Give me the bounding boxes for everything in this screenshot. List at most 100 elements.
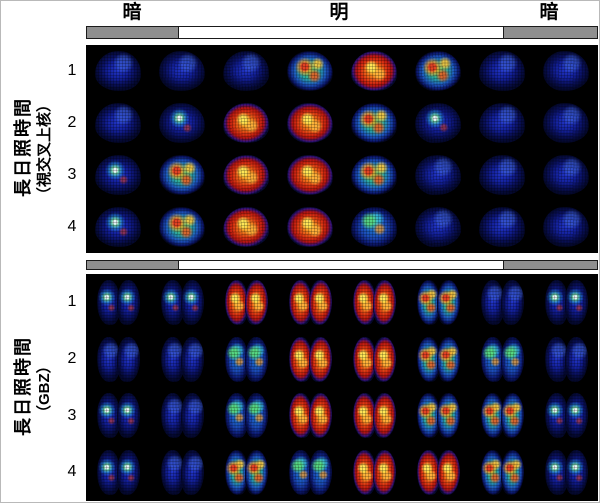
brain-slice-image	[406, 449, 470, 496]
brain-slice-blob	[286, 50, 334, 92]
brain-slice-image	[342, 279, 406, 326]
brain-lobe-right	[179, 449, 205, 496]
brain-slice-blob	[158, 154, 206, 196]
y-axis-sublabel-gbz: （GBZ）	[36, 358, 53, 420]
brain-lobe-right	[435, 392, 461, 439]
brain-slice-image	[214, 205, 278, 249]
brain-slice-blob	[413, 205, 463, 249]
brain-slice-image	[150, 392, 214, 439]
brain-slice-image	[470, 207, 534, 247]
brain-slice-image	[406, 153, 470, 197]
brain-slice-blob	[479, 155, 525, 195]
dark-segment	[502, 261, 597, 269]
brain-slice-blob	[158, 50, 206, 92]
slice-row	[86, 274, 598, 331]
brain-slice-blob	[413, 101, 463, 145]
slice-row	[86, 388, 598, 445]
brain-slice-image	[214, 449, 278, 496]
row-number: 2	[67, 114, 77, 131]
brain-slice-image	[150, 206, 214, 248]
brain-slice-blob	[95, 207, 141, 247]
brain-slice-image	[278, 206, 342, 248]
brain-slice-image	[534, 336, 598, 383]
brain-slice-image	[342, 207, 406, 247]
brain-slice-image	[86, 449, 150, 496]
brain-slice-image	[278, 392, 342, 439]
dark-period-label-left: 暗	[122, 2, 142, 23]
brain-lobe-right	[243, 336, 269, 383]
row-number: 3	[67, 166, 77, 183]
brain-slice-image	[534, 392, 598, 439]
brain-slice-image	[86, 155, 150, 195]
brain-slice-blob	[479, 51, 525, 91]
slice-row	[86, 201, 598, 253]
brain-slice-blob	[351, 51, 397, 91]
brain-lobe-right	[371, 449, 397, 496]
brain-slice-image	[86, 279, 150, 326]
y-axis-label-scn: 長日照時間	[13, 97, 33, 197]
brain-slice-image	[534, 206, 598, 248]
brain-slice-blob	[158, 102, 206, 144]
brain-slice-image	[342, 336, 406, 383]
row-number: 4	[67, 218, 77, 235]
brain-slice-image	[86, 103, 150, 143]
brain-lobe-right	[115, 449, 141, 496]
brain-slice-blob	[413, 49, 463, 93]
brain-slice-image	[214, 153, 278, 197]
image-panel-scn	[86, 45, 598, 253]
slice-row	[86, 45, 598, 97]
brain-slice-image	[406, 101, 470, 145]
brain-slice-blob	[413, 153, 463, 197]
light-dark-bar-bottom	[86, 260, 598, 270]
brain-lobe-right	[563, 392, 589, 439]
brain-slice-image	[342, 392, 406, 439]
brain-lobe-right	[179, 279, 205, 326]
brain-slice-image	[86, 207, 150, 247]
brain-slice-blob	[221, 153, 271, 197]
brain-slice-image	[86, 392, 150, 439]
row-number: 1	[67, 62, 77, 79]
brain-slice-image	[150, 102, 214, 144]
brain-lobe-right	[179, 392, 205, 439]
brain-lobe-right	[435, 449, 461, 496]
dark-period-label-right: 暗	[539, 2, 559, 23]
brain-slice-image	[278, 154, 342, 196]
brain-slice-image	[342, 103, 406, 143]
brain-slice-image	[534, 154, 598, 196]
brain-lobe-right	[563, 279, 589, 326]
brain-slice-image	[150, 50, 214, 92]
brain-slice-image	[214, 279, 278, 326]
brain-slice-image	[214, 392, 278, 439]
brain-slice-image	[534, 102, 598, 144]
brain-slice-blob	[95, 155, 141, 195]
brain-slice-blob	[542, 50, 590, 92]
brain-slice-blob	[479, 103, 525, 143]
brain-slice-image	[214, 101, 278, 145]
y-axis-sublabel-scn: （視交叉上核）	[36, 96, 53, 202]
image-panel-gbz	[86, 274, 598, 501]
light-dark-bar-top	[86, 26, 598, 39]
row-number: 4	[67, 463, 77, 480]
brain-lobe-right	[499, 336, 525, 383]
brain-slice-image	[278, 449, 342, 496]
brain-slice-blob	[542, 206, 590, 248]
brain-lobe-right	[435, 279, 461, 326]
brain-lobe-right	[179, 336, 205, 383]
slice-row	[86, 149, 598, 201]
brain-lobe-right	[243, 392, 269, 439]
brain-lobe-right	[499, 449, 525, 496]
brain-slice-image	[534, 279, 598, 326]
row-number: 2	[67, 350, 77, 367]
brain-slice-image	[150, 279, 214, 326]
brain-slice-image	[470, 336, 534, 383]
brain-lobe-right	[499, 279, 525, 326]
brain-lobe-right	[371, 279, 397, 326]
brain-lobe-right	[563, 449, 589, 496]
light-segment	[178, 261, 503, 269]
row-number: 3	[67, 407, 77, 424]
brain-slice-blob	[286, 206, 334, 248]
brain-lobe-right	[115, 336, 141, 383]
brain-slice-image	[342, 449, 406, 496]
brain-lobe-right	[243, 279, 269, 326]
